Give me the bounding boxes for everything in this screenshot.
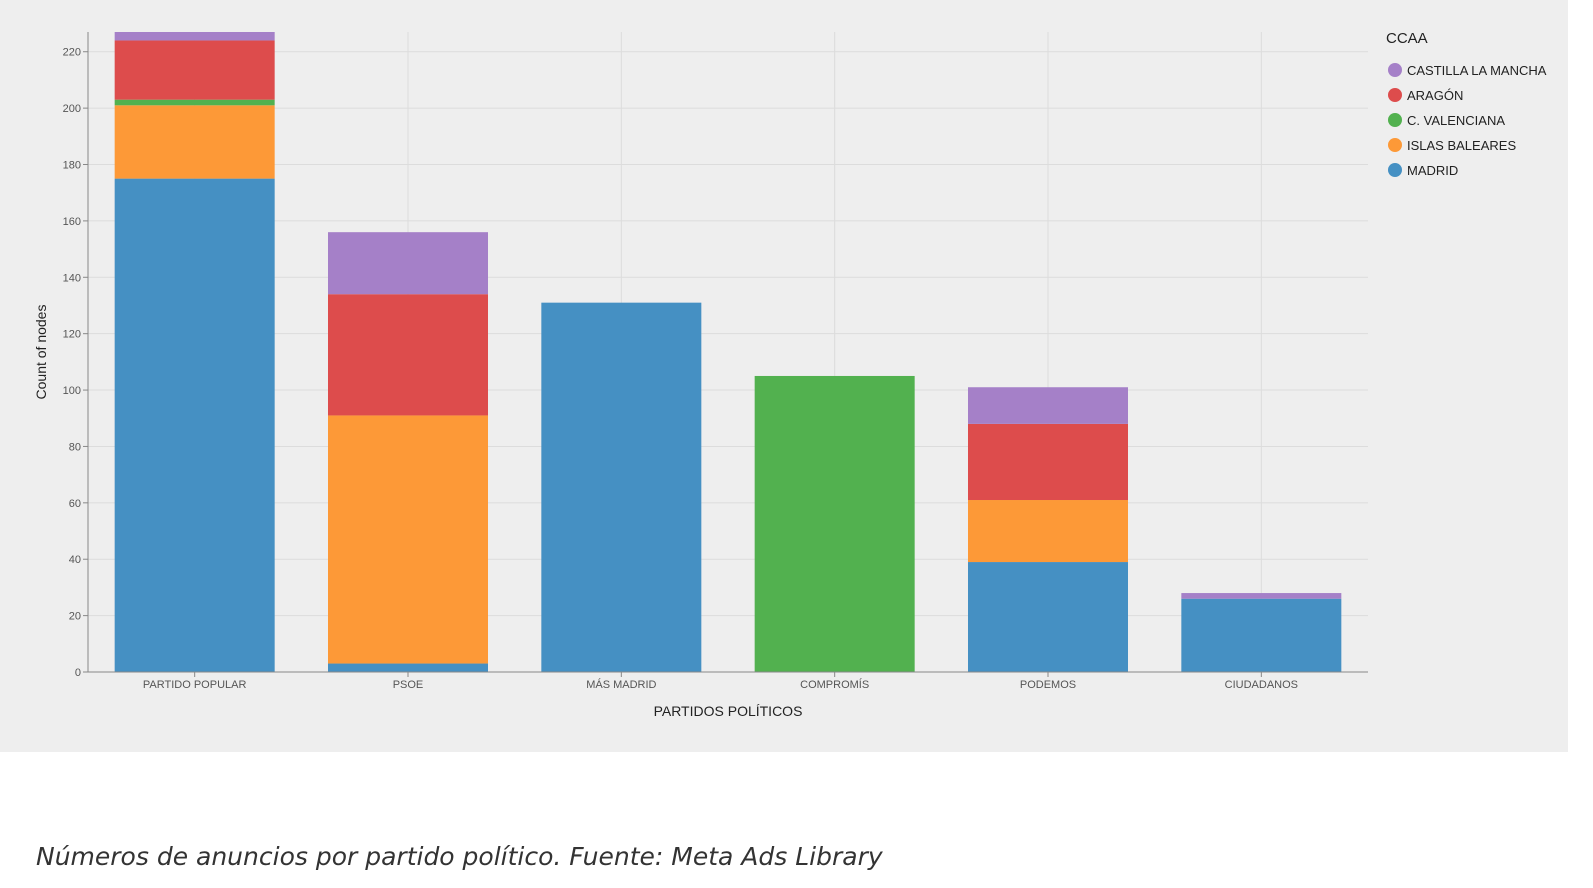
chart-panel: 0 20 40 60 80 100 120 140 160 180 200 220 PARTIDO PO… bbox=[0, 0, 1568, 752]
y-tick-label: 20 bbox=[69, 611, 81, 623]
y-tick-label: 160 bbox=[63, 216, 81, 228]
bar-segment bbox=[114, 178, 275, 673]
y-tick-label: 60 bbox=[69, 498, 81, 510]
legend-label: ARAGÓN bbox=[1407, 88, 1463, 103]
legend-label: MADRID bbox=[1407, 163, 1458, 178]
legend-label: CASTILLA LA MANCHA bbox=[1407, 63, 1547, 78]
bar-segment bbox=[328, 294, 488, 416]
legend-label: ISLAS BALEARES bbox=[1407, 138, 1516, 153]
legend-title: CCAA bbox=[1386, 30, 1428, 47]
y-tick-label: 220 bbox=[63, 47, 81, 59]
y-axis-title: Count of nodes bbox=[33, 305, 49, 400]
y-tick-label: 200 bbox=[63, 103, 81, 115]
y-tick-label: 180 bbox=[63, 160, 81, 172]
bar-segment bbox=[114, 32, 275, 41]
legend-label: C. VALENCIANA bbox=[1407, 113, 1505, 128]
legend-swatch bbox=[1388, 63, 1402, 77]
x-axis-title: PARTIDOS POLÍTICOS bbox=[654, 703, 803, 719]
y-tick-label: 40 bbox=[69, 554, 81, 566]
legend-swatch bbox=[1388, 113, 1402, 127]
y-tick-label: 0 bbox=[75, 667, 81, 679]
y-tick-label: 100 bbox=[63, 385, 81, 397]
legend-swatch bbox=[1388, 163, 1402, 177]
x-tick-label: COMPROMÍS bbox=[800, 678, 869, 691]
bar-segment bbox=[114, 105, 275, 179]
bar-segment bbox=[1181, 598, 1342, 672]
bar-segment bbox=[114, 40, 275, 100]
x-tick-label: PODEMOS bbox=[1020, 679, 1076, 691]
y-tick-label: 140 bbox=[63, 272, 81, 284]
bar-segment bbox=[968, 423, 1128, 501]
x-tick-label: MÁS MADRID bbox=[586, 678, 656, 691]
legend-swatch bbox=[1388, 88, 1402, 102]
legend-swatch bbox=[1388, 138, 1402, 152]
bar-segment bbox=[754, 375, 915, 672]
bar-segment bbox=[968, 500, 1128, 563]
y-tick-label: 80 bbox=[69, 441, 81, 453]
y-tick-label: 120 bbox=[63, 329, 81, 341]
bar-segment bbox=[1181, 593, 1342, 599]
bar-segment bbox=[968, 562, 1128, 672]
figure-caption: Números de anuncios por partido político… bbox=[36, 842, 883, 871]
bar-segment bbox=[328, 415, 488, 664]
bar-segment bbox=[968, 387, 1128, 424]
x-tick-label: CIUDADANOS bbox=[1225, 679, 1298, 691]
bar-segment bbox=[328, 663, 488, 672]
bar-segment bbox=[328, 232, 488, 295]
bar-segment bbox=[114, 99, 275, 106]
x-tick-label: PSOE bbox=[393, 679, 424, 691]
bar-segment bbox=[541, 302, 702, 672]
stacked-bar-chart: 0 20 40 60 80 100 120 140 160 180 200 220 PARTIDO PO… bbox=[33, 30, 1547, 719]
x-tick-label: PARTIDO POPULAR bbox=[143, 679, 247, 691]
